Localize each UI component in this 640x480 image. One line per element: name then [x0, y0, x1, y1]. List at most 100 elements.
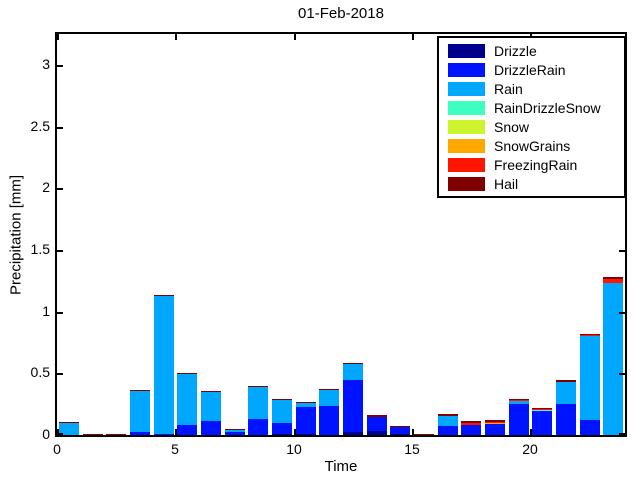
- bar-segment-rain: [248, 387, 268, 419]
- legend-entry-snowgrains: SnowGrains: [439, 136, 624, 155]
- bar-segment-drizzlerain: [296, 407, 316, 434]
- bar-segment-drizzlerain: [556, 404, 576, 435]
- bar-segment-hail: [580, 334, 600, 335]
- legend-entry-hail: Hail: [439, 174, 624, 193]
- x-tick-label: 0: [53, 441, 61, 457]
- axis-tick: [175, 34, 177, 40]
- bar-segment-drizzlerain: [154, 434, 174, 435]
- bar-segment-drizzlerain: [390, 427, 410, 434]
- axis-tick: [619, 433, 625, 435]
- x-tick-label: 10: [286, 441, 302, 457]
- figure-title: 01-Feb-2018: [298, 5, 384, 22]
- legend-label: Drizzle: [494, 42, 537, 59]
- bar-segment-rain: [59, 423, 79, 435]
- axis-tick: [619, 250, 625, 252]
- bar-segment-drizzlerain: [130, 432, 150, 435]
- y-tick-label: 3: [42, 56, 50, 72]
- bar-segment-hail: [485, 420, 505, 422]
- axis-tick: [57, 429, 59, 435]
- bar-segment-freezingrain: [603, 279, 623, 283]
- x-axis-label: Time: [324, 458, 358, 475]
- bar-segment-hail: [201, 391, 221, 392]
- axis-tick: [294, 34, 296, 40]
- legend: Drizzle DrizzleRain Rain RainDrizzleSnow Sno…: [437, 36, 626, 198]
- legend-label: FreezingRain: [494, 156, 578, 173]
- bar-segment-freezingrain: [509, 400, 529, 401]
- bar-segment-rain: [154, 296, 174, 434]
- axis-tick: [619, 312, 625, 314]
- bar-segment-raindrizzlesnow: [532, 410, 552, 411]
- bar-segment-rain: [580, 336, 600, 420]
- bar-segment-freezingrain: [461, 423, 481, 425]
- y-tick-label: 1.5: [30, 241, 50, 257]
- bar-segment-hail: [83, 434, 103, 435]
- bar-segment-drizzlerain: [201, 421, 221, 435]
- legend-entry-rain: Rain: [439, 79, 624, 98]
- bar-segment-hail: [414, 434, 434, 435]
- legend-entry-raindrizzlesnow: RainDrizzleSnow: [439, 98, 624, 117]
- bar-segment-rain: [225, 430, 245, 432]
- bar-segment-rain: [177, 374, 197, 425]
- bar-segment-rain: [272, 400, 292, 423]
- bar-segment-hail: [556, 380, 576, 382]
- bar-segment-hail: [59, 422, 79, 423]
- bar-segment-freezingrain: [532, 409, 552, 410]
- bar-segment-drizzlerain: [272, 423, 292, 434]
- bar-segment-drizzlerain: [532, 411, 552, 435]
- y-tick-label: 2.5: [30, 118, 50, 134]
- bar-segment-drizzlerain: [248, 419, 268, 435]
- bar-segment-hail: [296, 402, 316, 403]
- axis-tick: [57, 127, 63, 129]
- bar-segment-hail: [390, 426, 410, 427]
- bar-segment-drizzlerain: [438, 426, 458, 435]
- legend-label: RainDrizzleSnow: [494, 99, 601, 116]
- bar-segment-hail: [461, 421, 481, 423]
- axis-tick: [530, 429, 532, 435]
- legend-label: DrizzleRain: [494, 61, 566, 78]
- legend-swatch-snow: [448, 119, 485, 134]
- legend-label: SnowGrains: [494, 137, 571, 154]
- axis-tick: [57, 373, 63, 375]
- y-tick-label: 1: [42, 303, 50, 319]
- legend-swatch-raindrizzlesnow: [448, 100, 485, 115]
- bar-segment-hail: [248, 386, 268, 387]
- axis-tick: [57, 34, 59, 40]
- bar-segment-hail: [272, 399, 292, 400]
- x-tick-label: 15: [404, 441, 420, 457]
- legend-swatch-hail: [448, 176, 485, 191]
- bar-segment-freezingrain: [580, 335, 600, 336]
- bar-segment-hail: [509, 399, 529, 400]
- bar-segment-hail: [438, 414, 458, 416]
- axis-tick: [57, 433, 63, 435]
- bar-segment-hail: [177, 373, 197, 374]
- legend-label: Snow: [494, 118, 530, 135]
- bar-segment-drizzlerain: [485, 424, 505, 435]
- legend-entry-drizzle: Drizzle: [439, 41, 624, 60]
- bar-segment-rain: [438, 416, 458, 426]
- legend-entry-snow: Snow: [439, 117, 624, 136]
- legend-swatch-rain: [448, 81, 485, 96]
- axis-tick: [57, 250, 63, 252]
- bar-segment-freezingrain: [485, 422, 505, 423]
- axis-tick: [294, 429, 296, 435]
- bar-segment-rain: [201, 392, 221, 421]
- bar-segment-drizzle: [390, 434, 410, 435]
- bar-segment-rain: [556, 382, 576, 404]
- legend-swatch-drizzlerain: [448, 62, 485, 77]
- bar-segment-hail: [603, 277, 623, 279]
- bar-segment-hail: [367, 415, 387, 417]
- bar-segment-rain: [296, 403, 316, 407]
- bar-segment-drizzle: [272, 434, 292, 435]
- bar-segment-drizzle: [296, 434, 316, 435]
- bar-segment-drizzlerain: [509, 404, 529, 435]
- axis-tick: [619, 373, 625, 375]
- legend-label: Hail: [494, 175, 519, 192]
- bar-segment-hail: [532, 408, 552, 409]
- axis-tick: [175, 429, 177, 435]
- bar-segment-drizzlerain: [343, 380, 363, 432]
- axis-tick: [412, 429, 414, 435]
- bar-segment-hail: [130, 390, 150, 391]
- legend-entry-freezingrain: FreezingRain: [439, 155, 624, 174]
- bar-segment-rain: [130, 391, 150, 432]
- bar-segment-rain: [319, 390, 339, 406]
